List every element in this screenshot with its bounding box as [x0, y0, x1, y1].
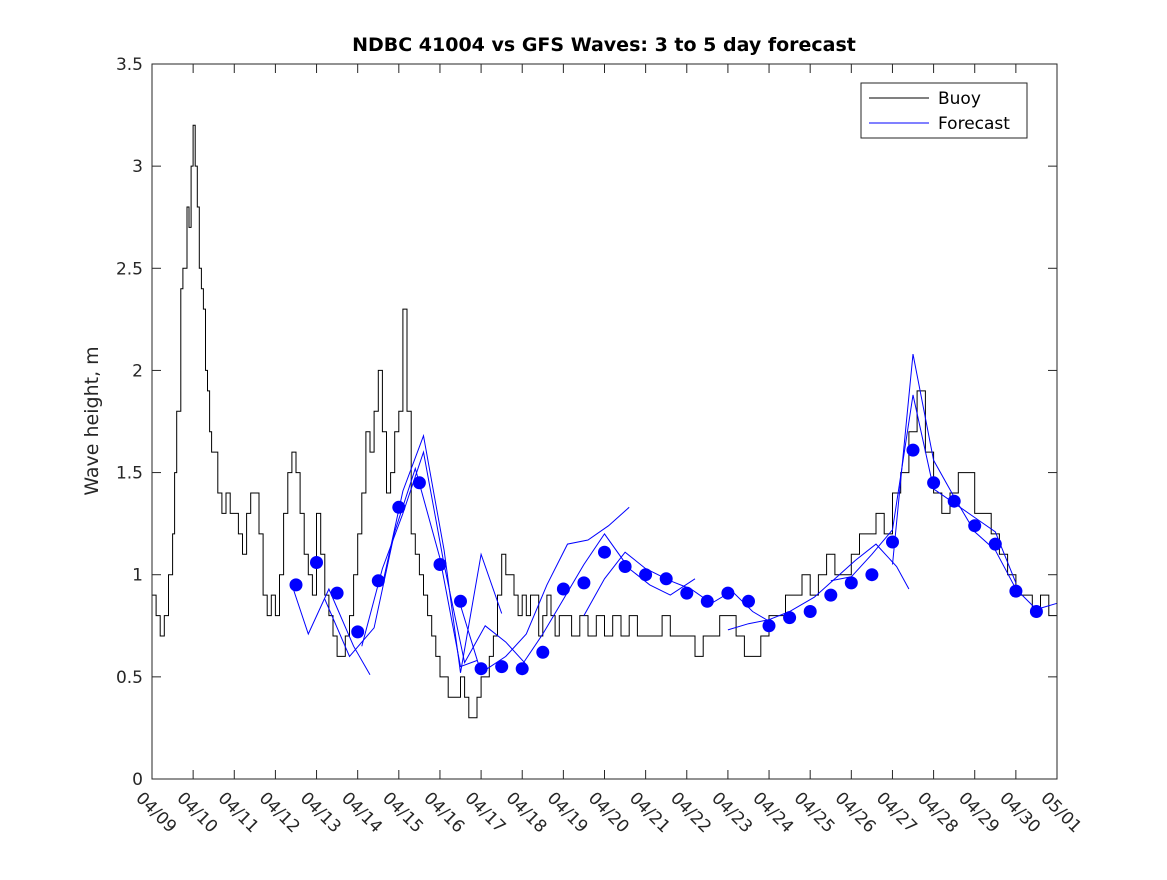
y-tick-label: 1.5	[116, 464, 143, 484]
x-tick-label: 04/13	[296, 788, 345, 837]
x-tick-label: 04/18	[502, 788, 551, 837]
x-tick-label: 04/12	[255, 788, 304, 837]
forecast-point-24	[762, 619, 776, 633]
y-axis-label: Wave height, m	[81, 346, 103, 495]
chart-title: NDBC 41004 vs GFS Waves: 3 to 5 day fore…	[352, 34, 856, 56]
y-tick-label: 2	[132, 361, 143, 381]
forecast-series-line-6	[521, 533, 696, 665]
x-tick-label: 04/28	[913, 788, 962, 837]
forecast-point-35	[988, 537, 1002, 551]
forecast-point-20	[680, 586, 694, 600]
plot-frame	[151, 63, 1058, 780]
x-tick-label: 04/25	[790, 788, 839, 837]
x-tick-label: 04/21	[625, 788, 674, 837]
x-tick-label: 04/09	[131, 788, 180, 837]
forecast-point-11	[495, 660, 509, 674]
forecast-series-line-1	[291, 584, 371, 676]
forecast-series-line-7	[583, 551, 774, 625]
forecast-point-28	[844, 576, 858, 590]
forecast-point-32	[927, 476, 941, 490]
forecast-point-4	[351, 625, 365, 639]
forecast-point-26	[803, 605, 817, 618]
y-tick-label: 2.5	[116, 259, 143, 279]
legend: Buoy Forecast	[860, 82, 1028, 139]
forecast-point-9	[454, 594, 467, 608]
forecast-point-30	[886, 535, 899, 549]
forecast-series-line-8	[727, 543, 910, 631]
forecast-point-22	[721, 586, 735, 600]
forecast-point-36	[1009, 584, 1023, 598]
y-tick-label: 0	[132, 770, 143, 790]
x-tick-label: 04/15	[378, 788, 427, 837]
x-tick-label: 04/30	[995, 788, 1044, 837]
x-tick-label: 04/14	[337, 788, 386, 837]
legend-box	[860, 82, 1028, 139]
forecast-point-12	[515, 662, 529, 676]
forecast-point-21	[700, 594, 714, 608]
x-tick-label: 04/29	[954, 788, 1003, 837]
x-tick-label: 04/20	[584, 788, 633, 837]
forecast-point-18	[639, 568, 653, 582]
y-tick-label: 1	[132, 566, 143, 586]
x-tick-label: 04/24	[748, 788, 797, 837]
x-tick-label: 04/19	[543, 788, 592, 837]
forecast-series-line-5	[460, 506, 630, 674]
forecast-point-23	[742, 594, 755, 608]
x-tick-label: 04/22	[666, 788, 715, 837]
x-tick-label: 04/27	[872, 788, 921, 837]
forecast-point-13	[536, 645, 550, 659]
x-tick-label: 05/01	[1036, 788, 1085, 837]
forecast-point-25	[783, 611, 797, 625]
y-tick-label: 3.5	[116, 55, 143, 75]
forecast-point-34	[968, 519, 982, 533]
x-tick-label: 04/23	[707, 788, 756, 837]
forecast-point-6	[392, 500, 406, 514]
forecast-point-8	[433, 558, 447, 571]
forecast-point-1	[289, 578, 303, 592]
forecast-point-15	[577, 576, 591, 590]
forecast-point-31	[906, 443, 920, 457]
forecast-point-17	[618, 560, 632, 573]
y-tick-label: 3	[132, 157, 143, 177]
buoy-series-line	[152, 124, 1057, 719]
x-tick-label: 04/16	[419, 788, 468, 837]
forecast-series-line-4	[381, 433, 503, 673]
forecast-point-27	[824, 588, 838, 602]
forecast-point-19	[659, 572, 673, 586]
forecast-point-3	[330, 586, 344, 600]
x-tick-label: 04/17	[461, 788, 510, 837]
legend-forecast-label: Forecast	[938, 114, 1010, 134]
forecast-point-14	[556, 582, 570, 596]
forecast-point-10	[474, 662, 488, 676]
forecast-point-5	[371, 574, 385, 588]
x-tick-label: 04/11	[214, 788, 263, 837]
forecast-point-7	[412, 476, 426, 490]
forecast-point-33	[947, 494, 961, 508]
x-tick-label: 04/26	[831, 788, 880, 837]
forecast-point-2	[310, 556, 323, 569]
x-tick-label: 04/10	[173, 788, 222, 837]
forecast-series-line-9	[830, 394, 1017, 584]
y-tick-label: 0.5	[116, 668, 143, 688]
forecast-point-37	[1029, 605, 1043, 618]
forecast-point-29	[865, 568, 879, 582]
legend-buoy-label: Buoy	[938, 89, 981, 109]
forecast-point-16	[598, 545, 611, 559]
